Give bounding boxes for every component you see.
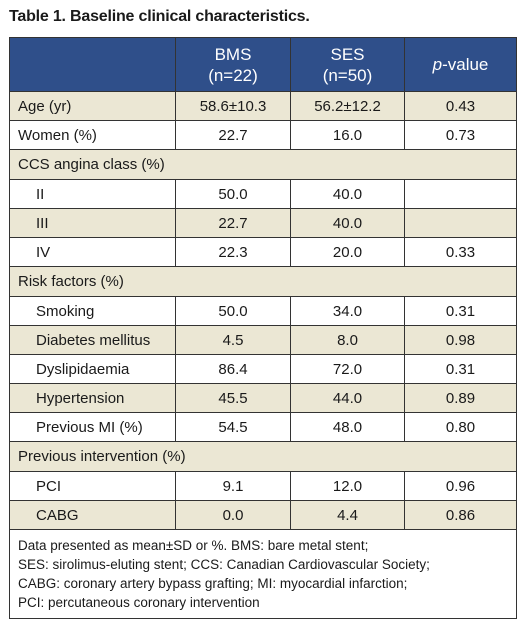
bms-value: 54.5 [175, 412, 291, 442]
ses-value: 8.0 [290, 325, 405, 355]
p-value [404, 208, 517, 238]
p-value: 0.98 [404, 325, 517, 355]
ses-value: 48.0 [290, 412, 405, 442]
row-label: III [9, 208, 176, 238]
header-ses-name: SES [330, 44, 365, 64]
bms-value: 4.5 [175, 325, 291, 355]
table-row: Hypertension 45.5 44.0 0.89 [9, 383, 517, 413]
header-bms-name: BMS [214, 44, 252, 64]
ses-value: 4.4 [290, 500, 405, 530]
p-value: 0.31 [404, 296, 517, 326]
header-p-italic: p [432, 55, 443, 74]
footnote-line: Data presented as mean±SD or %. BMS: bar… [18, 538, 369, 553]
section-label: Previous intervention (%) [9, 441, 517, 472]
table-caption: Table 1. Baseline clinical characteristi… [9, 8, 310, 25]
p-value: 0.33 [404, 237, 517, 267]
header-p-value: p-value [404, 37, 517, 92]
ses-value: 40.0 [290, 208, 405, 238]
row-label: II [9, 179, 176, 209]
bms-value: 50.0 [175, 296, 291, 326]
p-value: 0.80 [404, 412, 517, 442]
header-bms-n: (n=22) [208, 65, 258, 85]
table-row: Women (%) 22.7 16.0 0.73 [9, 120, 517, 150]
table-row: II 50.0 40.0 [9, 179, 517, 209]
row-label: Dyslipidaemia [9, 354, 176, 384]
p-value: 0.89 [404, 383, 517, 413]
table-row: Age (yr) 58.6±10.3 56.2±12.2 0.43 [9, 91, 517, 121]
row-label: Diabetes mellitus [9, 325, 176, 355]
ses-value: 40.0 [290, 179, 405, 209]
p-value: 0.86 [404, 500, 517, 530]
table-row: Diabetes mellitus 4.5 8.0 0.98 [9, 325, 517, 355]
section-label: Risk factors (%) [9, 266, 517, 297]
header-ses: SES (n=50) [290, 37, 405, 92]
row-label: Smoking [9, 296, 176, 326]
baseline-characteristics-table: BMS (n=22) SES (n=50) p-value Age (yr) 5… [9, 37, 517, 619]
row-label: Women (%) [9, 120, 176, 150]
table-row: Previous MI (%) 54.5 48.0 0.80 [9, 412, 517, 442]
ses-value: 56.2±12.2 [290, 91, 405, 121]
p-value: 0.96 [404, 471, 517, 501]
p-value: 0.31 [404, 354, 517, 384]
row-label: IV [9, 237, 176, 267]
header-ses-n: (n=50) [322, 65, 373, 85]
bms-value: 86.4 [175, 354, 291, 384]
row-label: Previous MI (%) [9, 412, 176, 442]
ses-value: 20.0 [290, 237, 405, 267]
table-row: Smoking 50.0 34.0 0.31 [9, 296, 517, 326]
section-row: Risk factors (%) [9, 266, 517, 297]
section-label: CCS angina class (%) [9, 149, 517, 180]
bms-value: 0.0 [175, 500, 291, 530]
table-header-row: BMS (n=22) SES (n=50) p-value [9, 37, 517, 92]
footnote-line: PCI: percutaneous coronary intervention [18, 595, 260, 610]
ses-value: 34.0 [290, 296, 405, 326]
section-row: Previous intervention (%) [9, 441, 517, 472]
ses-value: 12.0 [290, 471, 405, 501]
bms-value: 58.6±10.3 [175, 91, 291, 121]
bms-value: 45.5 [175, 383, 291, 413]
header-p-rest: -value [442, 55, 489, 74]
row-label: PCI [9, 471, 176, 501]
footnote-line: CABG: coronary artery bypass grafting; M… [18, 576, 408, 591]
row-label: Age (yr) [9, 91, 176, 121]
footnote-line: SES: sirolimus-eluting stent; CCS: Canad… [18, 557, 430, 572]
ses-value: 16.0 [290, 120, 405, 150]
section-row: CCS angina class (%) [9, 149, 517, 180]
footnote-row: Data presented as mean±SD or %. BMS: bar… [9, 529, 517, 619]
table-row: CABG 0.0 4.4 0.86 [9, 500, 517, 530]
bms-value: 22.7 [175, 120, 291, 150]
bms-value: 22.7 [175, 208, 291, 238]
header-bms: BMS (n=22) [175, 37, 291, 92]
ses-value: 44.0 [290, 383, 405, 413]
p-value [404, 179, 517, 209]
p-value: 0.43 [404, 91, 517, 121]
bms-value: 22.3 [175, 237, 291, 267]
row-label: Hypertension [9, 383, 176, 413]
ses-value: 72.0 [290, 354, 405, 384]
table-row: Dyslipidaemia 86.4 72.0 0.31 [9, 354, 517, 384]
header-blank-cell [9, 37, 176, 92]
table-row: IV 22.3 20.0 0.33 [9, 237, 517, 267]
table-row: PCI 9.1 12.0 0.96 [9, 471, 517, 501]
row-label: CABG [9, 500, 176, 530]
p-value: 0.73 [404, 120, 517, 150]
table-footnote: Data presented as mean±SD or %. BMS: bar… [9, 529, 517, 619]
bms-value: 50.0 [175, 179, 291, 209]
table-row: III 22.7 40.0 [9, 208, 517, 238]
bms-value: 9.1 [175, 471, 291, 501]
